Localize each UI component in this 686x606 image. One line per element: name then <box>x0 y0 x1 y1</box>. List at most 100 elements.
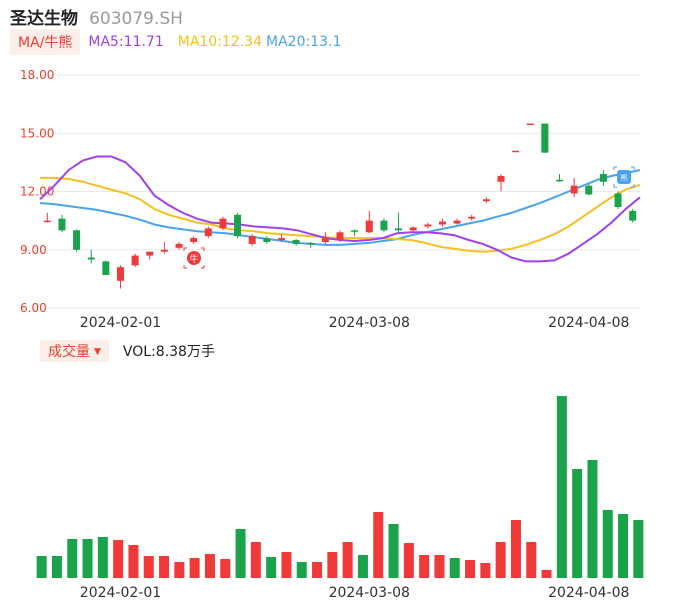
volume-bar <box>281 552 292 578</box>
volume-bar <box>342 542 353 578</box>
candle-body <box>468 216 476 219</box>
candle <box>336 230 344 242</box>
candle <box>248 234 256 246</box>
candle-body <box>292 240 300 244</box>
candle-body <box>526 123 534 126</box>
volume-bar <box>434 555 445 578</box>
volume-bar <box>388 524 399 578</box>
volume-bar <box>128 545 139 578</box>
candle <box>146 251 154 260</box>
volume-bar <box>204 554 215 578</box>
candle <box>160 241 168 254</box>
candle <box>190 236 198 244</box>
indicator-selector[interactable]: MA/牛熊 <box>10 29 81 55</box>
candle <box>570 177 578 198</box>
candle-body <box>585 185 593 195</box>
stock-code: 603079.SH <box>89 9 183 29</box>
volume-bar <box>113 540 124 578</box>
date-tick-label: 2024-02-01 <box>80 315 161 331</box>
candle-body <box>482 199 490 202</box>
volume-bars <box>36 396 644 578</box>
svg-text:熊: 熊 <box>621 173 628 182</box>
candle <box>351 229 359 237</box>
candle-body <box>424 224 432 227</box>
candle-body <box>190 238 198 242</box>
candle <box>116 265 124 289</box>
volume-bar <box>403 543 414 578</box>
volume-bar <box>189 558 200 578</box>
candle-body <box>73 230 81 250</box>
bear-marker-icon[interactable]: 熊 <box>613 166 635 188</box>
candle <box>73 229 81 252</box>
candle <box>395 212 403 233</box>
date-axis-top: 2024-02-01 2024-03-08 2024-04-08 <box>80 315 630 331</box>
volume-selector[interactable]: 成交量 ▼ <box>40 340 109 362</box>
candle <box>131 253 139 268</box>
ma10-value: MA10:12.34 <box>177 34 263 50</box>
ma5-value: MA5:11.71 <box>88 34 164 50</box>
date-tick-label: 2024-03-08 <box>329 315 410 331</box>
candle-body <box>497 175 505 182</box>
volume-bar <box>510 520 521 578</box>
candle <box>277 234 285 242</box>
volume-bar <box>250 542 261 578</box>
candle-body <box>116 267 124 281</box>
candle <box>292 239 300 246</box>
date-tick-label: 2024-02-01 <box>80 585 161 601</box>
candle-body <box>219 218 227 229</box>
candle <box>58 214 66 233</box>
candle-body <box>453 220 461 224</box>
volume-bar <box>373 512 384 578</box>
candle-body <box>307 242 315 245</box>
volume-bar <box>541 570 552 578</box>
candle <box>175 241 183 250</box>
volume-bar <box>618 514 629 578</box>
volume-bar <box>36 556 47 578</box>
volume-bar <box>556 396 567 578</box>
candle-body <box>277 238 285 241</box>
ma20-value: MA20:13.1 <box>266 34 342 50</box>
candle <box>365 210 373 234</box>
candle-body <box>131 255 139 266</box>
candle <box>409 226 417 232</box>
candle-body <box>380 220 388 231</box>
volume-value: VOL:8.38万手 <box>122 344 215 360</box>
candle-body <box>248 236 256 244</box>
ma20-line <box>39 169 641 246</box>
volume-bar <box>159 556 170 578</box>
candle-body <box>599 174 607 182</box>
candle-body <box>629 210 637 221</box>
chevron-down-icon: ▼ <box>94 347 101 357</box>
volume-bar <box>465 560 476 578</box>
price-grid <box>40 74 640 309</box>
candle <box>497 174 505 192</box>
candles <box>43 123 637 289</box>
date-tick-label: 2024-03-08 <box>329 585 410 601</box>
volume-bar <box>51 556 62 578</box>
bull-marker-icon[interactable]: 牛 <box>183 247 205 269</box>
volume-legend: 成交量 ▼ VOL:8.38万手 <box>40 340 215 362</box>
candle-body <box>102 261 110 275</box>
candle <box>556 174 564 182</box>
candle-body <box>234 214 242 237</box>
candle-body <box>365 220 373 233</box>
volume-bar <box>220 559 231 578</box>
volume-bar <box>82 539 93 578</box>
candle-body <box>321 238 329 242</box>
candle <box>424 222 432 229</box>
candle <box>614 191 622 209</box>
ma-lines <box>39 155 641 263</box>
candle <box>307 241 315 248</box>
volume-bar <box>357 555 368 578</box>
volume-bar <box>97 537 108 578</box>
candle <box>102 260 110 275</box>
candle <box>482 197 490 204</box>
candle-body <box>395 228 403 231</box>
candle <box>438 218 446 227</box>
volume-bar <box>312 562 323 578</box>
candle <box>541 123 549 153</box>
candle-body <box>614 193 622 208</box>
volume-bar <box>174 562 185 578</box>
volume-bar <box>143 556 154 578</box>
